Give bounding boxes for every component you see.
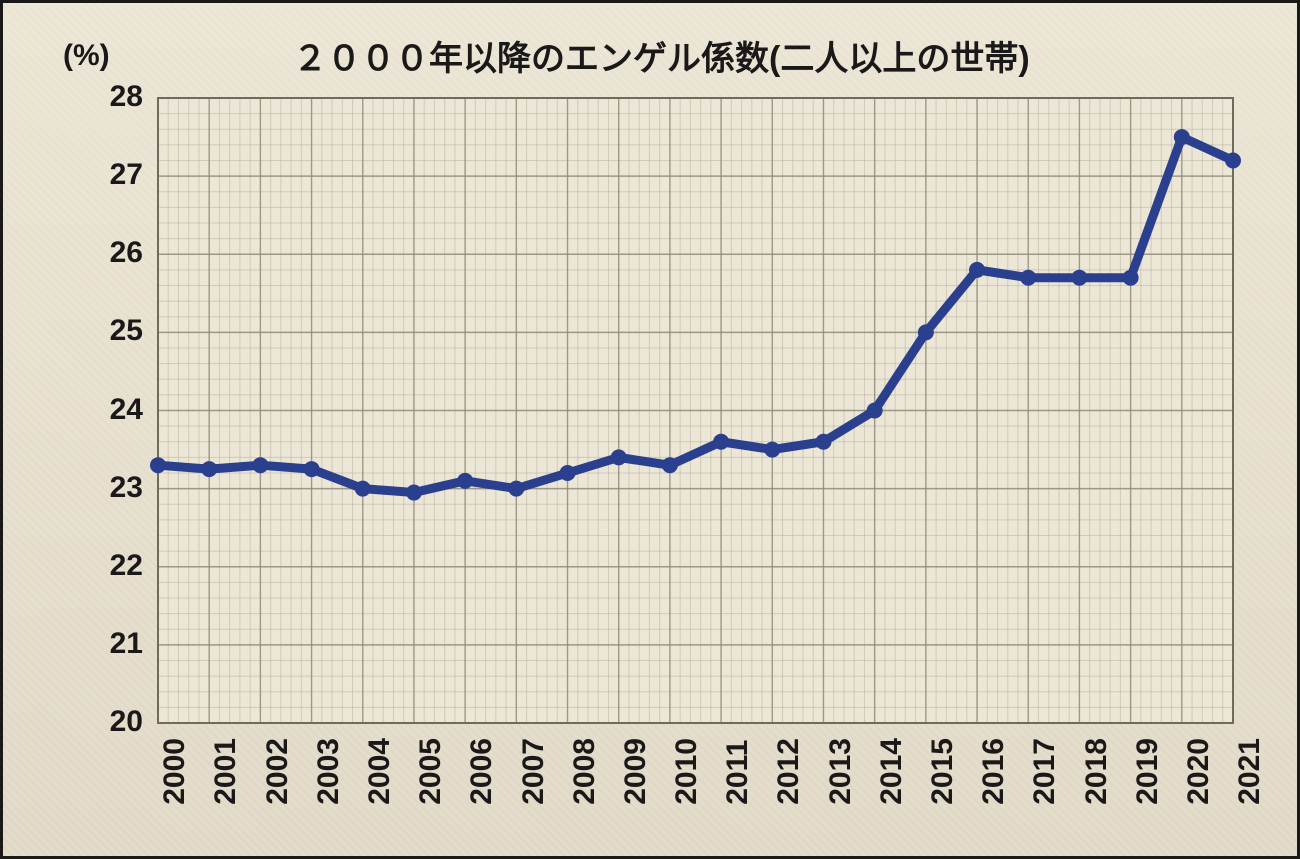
y-tick-label: 24 [88,393,143,427]
x-tick-label: 2007 [516,735,550,805]
y-tick-label: 22 [88,549,143,583]
x-tick-label: 2009 [619,735,653,805]
chart-title: ２０００年以降のエンゲル係数(二人以上の世帯) [293,31,1030,80]
y-tick-label: 25 [88,314,143,348]
x-tick-label: 2011 [721,735,755,805]
chart-canvas: ２０００年以降のエンゲル係数(二人以上の世帯) (%) 202122232425… [3,3,1297,856]
x-tick-label: 2002 [260,735,294,805]
x-tick-label: 2017 [1028,735,1062,805]
x-tick-label: 2021 [1233,735,1267,805]
y-tick-label: 23 [88,471,143,505]
y-axis-unit-label: (%) [63,39,110,73]
x-tick-label: 2015 [926,735,960,805]
x-tick-label: 2016 [977,735,1011,805]
x-tick-label: 2004 [363,735,397,805]
y-tick-label: 21 [88,627,143,661]
chart-frame: ２０００年以降のエンゲル係数(二人以上の世帯) (%) 202122232425… [0,0,1300,859]
x-tick-label: 2013 [823,735,857,805]
x-tick-label: 2020 [1182,735,1216,805]
x-tick-label: 2012 [772,735,806,805]
x-tick-label: 2014 [875,735,909,805]
y-tick-label: 26 [88,236,143,270]
chart-svg [3,3,1300,859]
x-tick-label: 2019 [1131,735,1165,805]
y-tick-label: 28 [88,80,143,114]
x-tick-label: 2010 [670,735,704,805]
x-tick-label: 2018 [1079,735,1113,805]
y-tick-label: 20 [88,705,143,739]
x-tick-label: 2001 [209,735,243,805]
x-tick-label: 2006 [465,735,499,805]
x-tick-label: 2005 [414,735,448,805]
x-tick-label: 2000 [158,735,192,805]
x-tick-label: 2003 [312,735,346,805]
y-tick-label: 27 [88,158,143,192]
x-tick-label: 2008 [568,735,602,805]
